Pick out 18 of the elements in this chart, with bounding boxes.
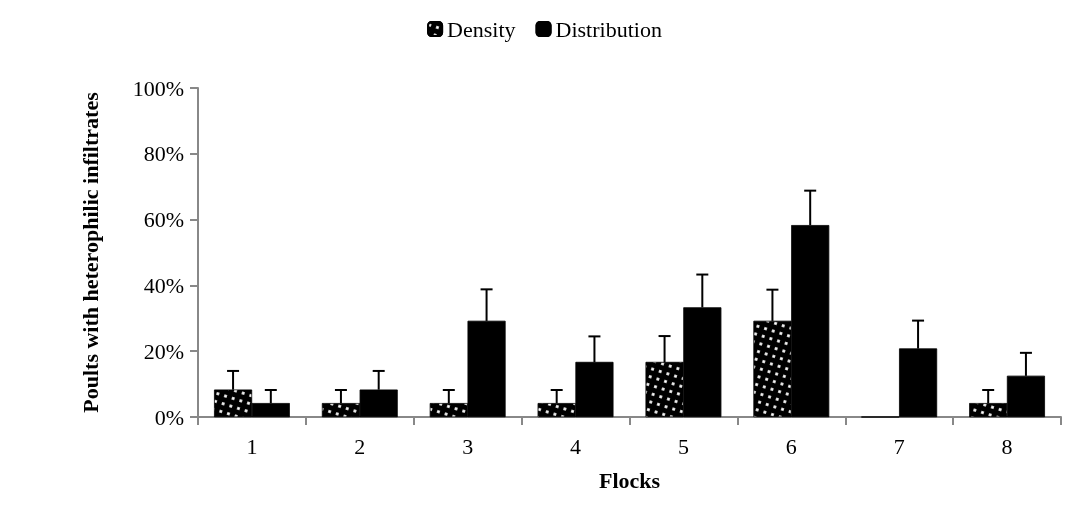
x-tick-label: 3: [462, 433, 474, 459]
y-tick-label: 40%: [143, 272, 184, 298]
x-axis-title: Flocks: [598, 467, 661, 493]
y-tick-label: 80%: [143, 141, 184, 167]
x-tick-label: 4: [570, 433, 582, 459]
y-tick-label: 60%: [143, 207, 184, 233]
x-tick-label: 6: [785, 433, 797, 459]
x-tick-label: 5: [677, 433, 689, 459]
y-axis-title: Poults with heterophilic infiltrates: [77, 91, 103, 413]
y-tick-label: 0%: [154, 404, 184, 430]
x-tick-label: 1: [246, 433, 258, 459]
y-tick-label: 100%: [132, 75, 184, 101]
legend-label: Distribution: [555, 16, 662, 42]
x-tick-label: 7: [893, 433, 905, 459]
x-tick-label: 8: [1001, 433, 1013, 459]
legend-label: Density: [447, 16, 516, 42]
x-tick-label: 2: [354, 433, 366, 459]
y-tick-label: 20%: [143, 338, 184, 364]
